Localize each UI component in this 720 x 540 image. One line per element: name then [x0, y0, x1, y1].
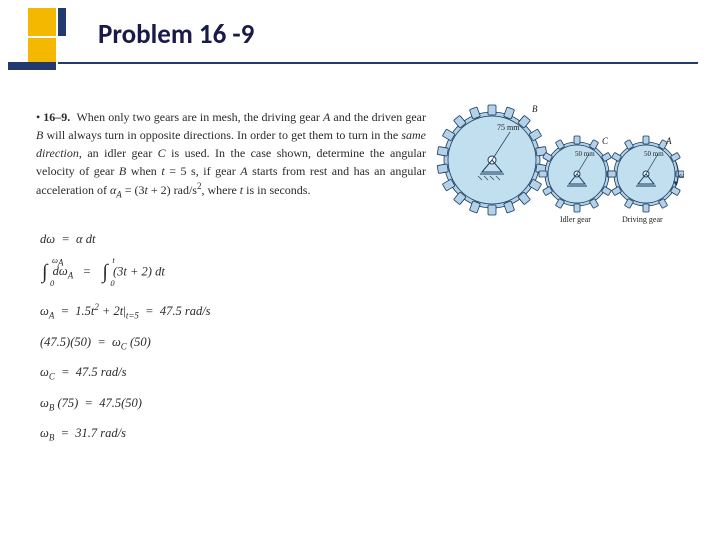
corner-decoration: [8, 8, 88, 83]
svg-text:50 mm: 50 mm: [575, 150, 595, 158]
eq-7: ωB = 31.7 rad/s: [40, 426, 211, 443]
problem-statement: • 16–9. When only two gears are in mesh,…: [36, 108, 426, 202]
eq-2: ∫ ωA 0 dωA = ∫ t 0 (3t + 2) dt: [40, 261, 211, 284]
gear-b: 75 mm B: [437, 104, 547, 215]
solution-block: dω = α dt ∫ ωA 0 dωA = ∫ t 0 (3t + 2) dt…: [40, 232, 211, 457]
svg-text:75 mm: 75 mm: [497, 123, 520, 132]
gear-diagram: 75 mm B: [434, 100, 684, 230]
svg-text:50 mm: 50 mm: [644, 150, 664, 158]
eq-4: (47.5)(50) = ωC (50): [40, 335, 211, 352]
gear-c: 50 mm C Idler gear: [539, 136, 615, 224]
page-title: Problem 16 -9: [98, 18, 254, 51]
svg-text:ωA: ωA: [679, 171, 684, 180]
eq-5: ωC = 47.5 rad/s: [40, 365, 211, 382]
svg-text:Idler gear: Idler gear: [560, 215, 591, 224]
eq-1: dω = α dt: [40, 232, 211, 247]
eq-6: ωB (75) = 47.5(50): [40, 396, 211, 413]
svg-text:Driving gear: Driving gear: [622, 215, 663, 224]
svg-text:A: A: [665, 136, 672, 146]
gear-a: 50 mm A ωA Driving gear: [608, 136, 684, 224]
eq-3: ωA = 1.5t2 + 2t|t=5 = 47.5 rad/s: [40, 302, 211, 321]
svg-text:B: B: [532, 104, 538, 114]
problem-number: 16–9.: [43, 110, 70, 124]
svg-text:C: C: [602, 136, 609, 146]
